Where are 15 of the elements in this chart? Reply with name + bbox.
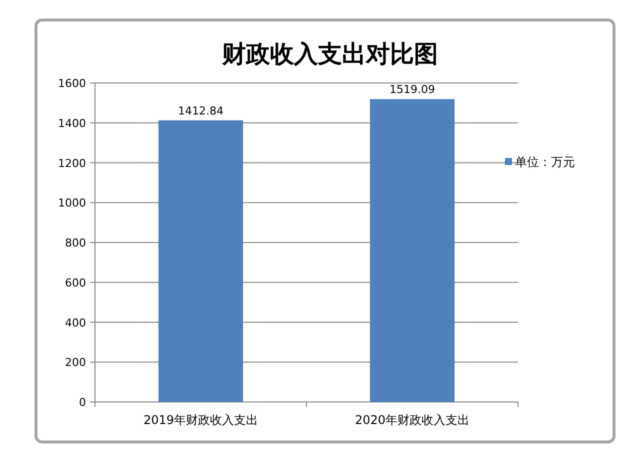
x-tick-label: 2020年财政收入支出 <box>354 413 470 427</box>
legend-label: 单位：万元 <box>515 155 575 169</box>
x-tick-label: 2019年财政收入支出 <box>143 413 258 427</box>
y-tick-label: 1200 <box>58 156 86 170</box>
data-label: 1412.84 <box>178 104 224 118</box>
y-tick-label: 800 <box>65 236 86 250</box>
y-tick-label: 1000 <box>58 196 86 210</box>
y-tick-label: 1600 <box>58 77 86 90</box>
data-label: 1519.09 <box>390 83 435 96</box>
y-tick-label: 0 <box>79 396 86 409</box>
y-tick-label: 600 <box>65 276 86 290</box>
y-tick-label: 1400 <box>58 116 86 130</box>
chart-title: 财政收入支出对比图 <box>221 39 438 68</box>
y-tick-label: 400 <box>65 316 86 330</box>
y-tick-label: 200 <box>65 356 86 370</box>
